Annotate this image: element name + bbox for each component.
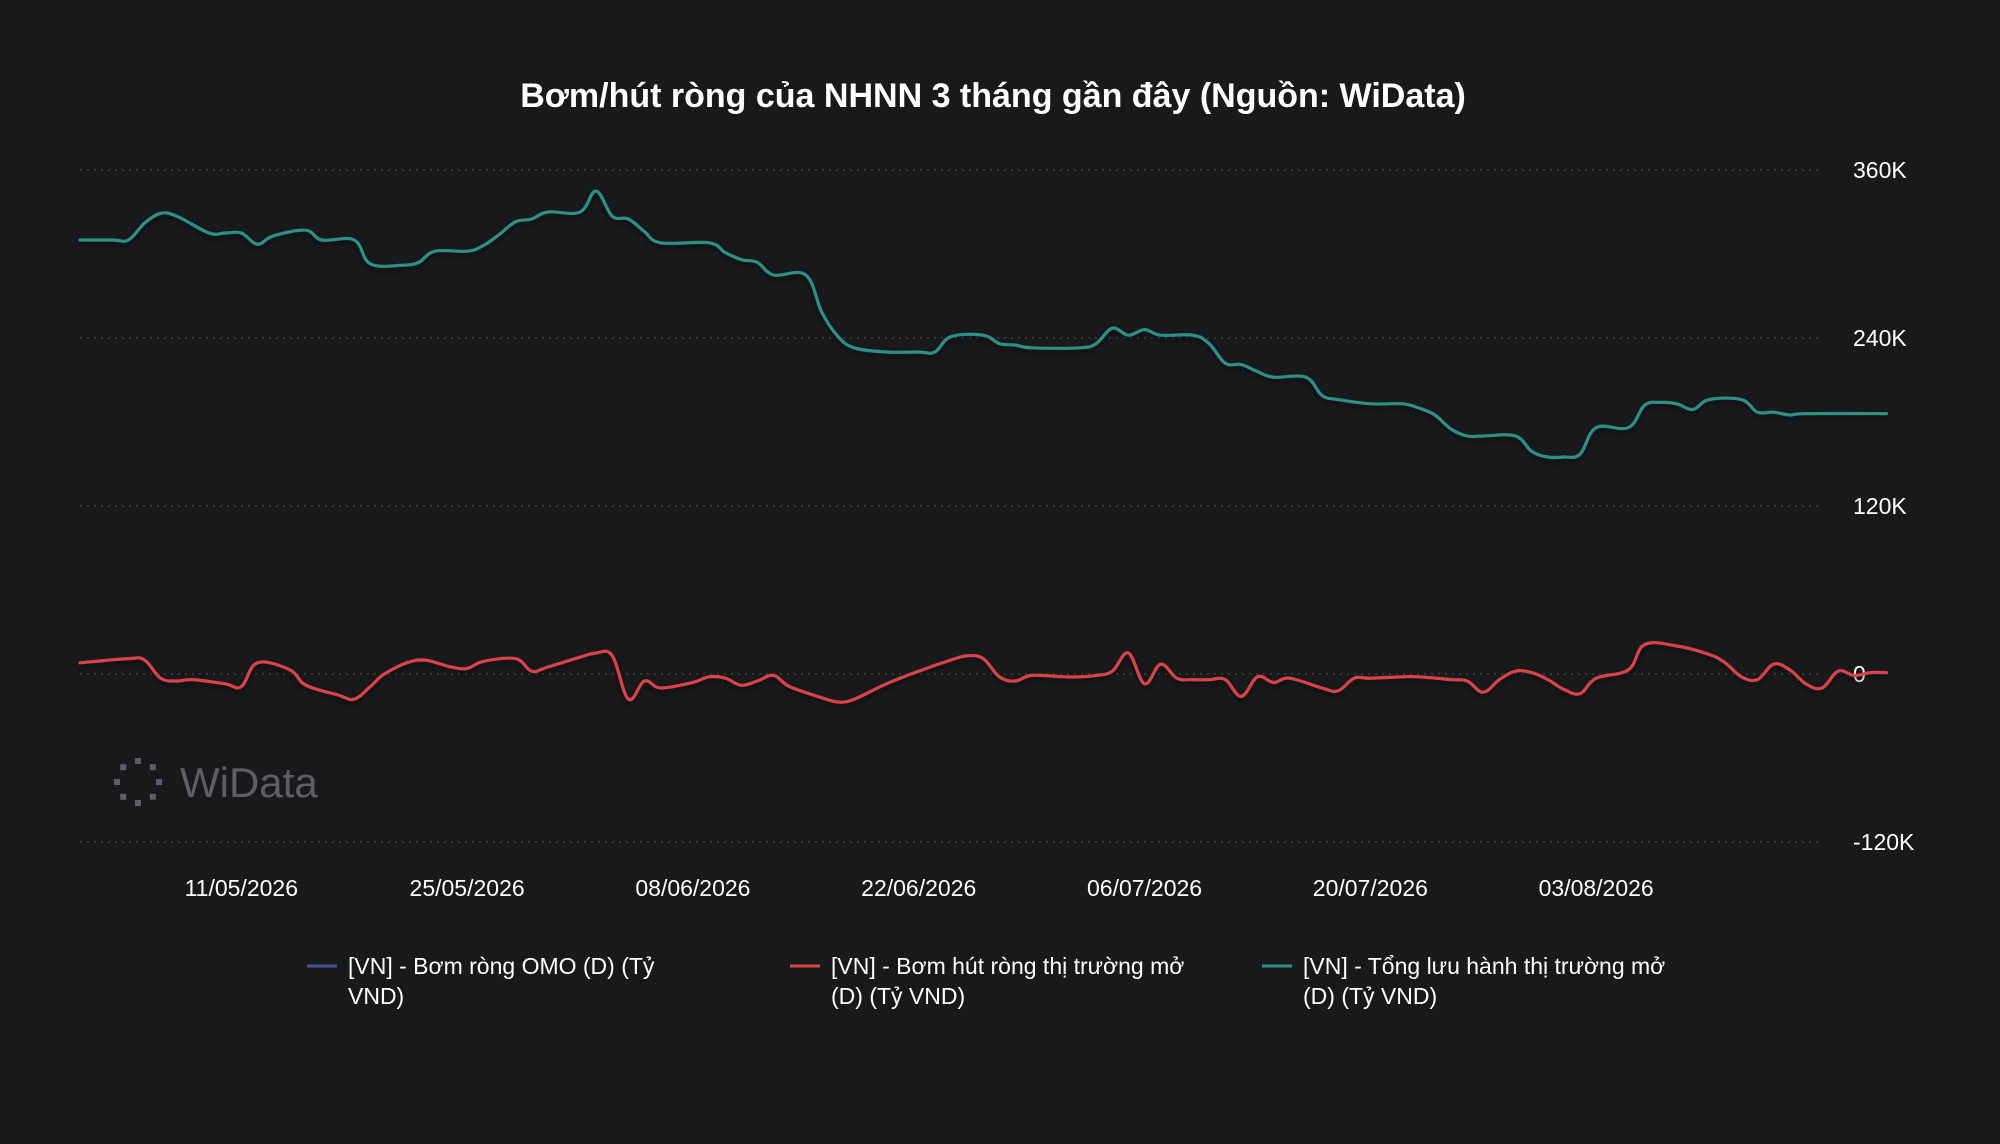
x-tick-label: 06/07/2026	[1087, 875, 1202, 901]
legend-item-omo[interactable]: [VN] - Bơm ròng OMO (D) (Tỷ VND)	[307, 953, 655, 1009]
legend-item-total-outstanding[interactable]: [VN] - Tổng lưu hành thị trường mở (D) (T…	[1262, 953, 1665, 1009]
watermark-text: WiData	[180, 759, 318, 806]
y-tick-label: 240K	[1853, 325, 1907, 351]
series-line-net-open-market	[78, 641, 1889, 704]
widata-dots-logo-icon	[114, 758, 162, 806]
x-tick-label: 25/05/2026	[410, 875, 525, 901]
x-axis-ticks: 11/05/2026 25/05/2026 08/06/2026 22/06/2026…	[185, 875, 1654, 901]
x-tick-label: 22/06/2026	[861, 875, 976, 901]
chart-title: Bơm/hút ròng của NHNN 3 tháng gần đây (N…	[520, 77, 1466, 115]
watermark: WiData	[114, 758, 318, 806]
legend-label: [VN] - Bơm hút ròng thị trường mở (D) (Tỷ…	[831, 953, 1184, 1009]
series-lines	[78, 189, 1889, 704]
x-tick-label: 11/05/2026	[185, 875, 298, 901]
y-tick-label: 360K	[1853, 157, 1907, 183]
legend-label: [VN] - Bơm ròng OMO (D) (Tỷ VND)	[348, 953, 655, 1009]
legend-item-net-open-market[interactable]: [VN] - Bơm hút ròng thị trường mở (D) (Tỷ…	[790, 953, 1184, 1009]
x-tick-label: 08/06/2026	[635, 875, 750, 901]
x-tick-label: 20/07/2026	[1313, 875, 1428, 901]
gridlines	[80, 169, 1822, 843]
y-tick-label: 120K	[1853, 493, 1907, 519]
series-line-total-outstanding	[78, 189, 1889, 460]
legend: [VN] - Bơm ròng OMO (D) (Tỷ VND) [VN] - Bơ…	[307, 953, 1665, 1009]
x-tick-label: 03/08/2026	[1539, 875, 1654, 901]
y-tick-label: -120K	[1853, 829, 1915, 855]
legend-label: [VN] - Tổng lưu hành thị trường mở (D) (T…	[1303, 953, 1665, 1009]
